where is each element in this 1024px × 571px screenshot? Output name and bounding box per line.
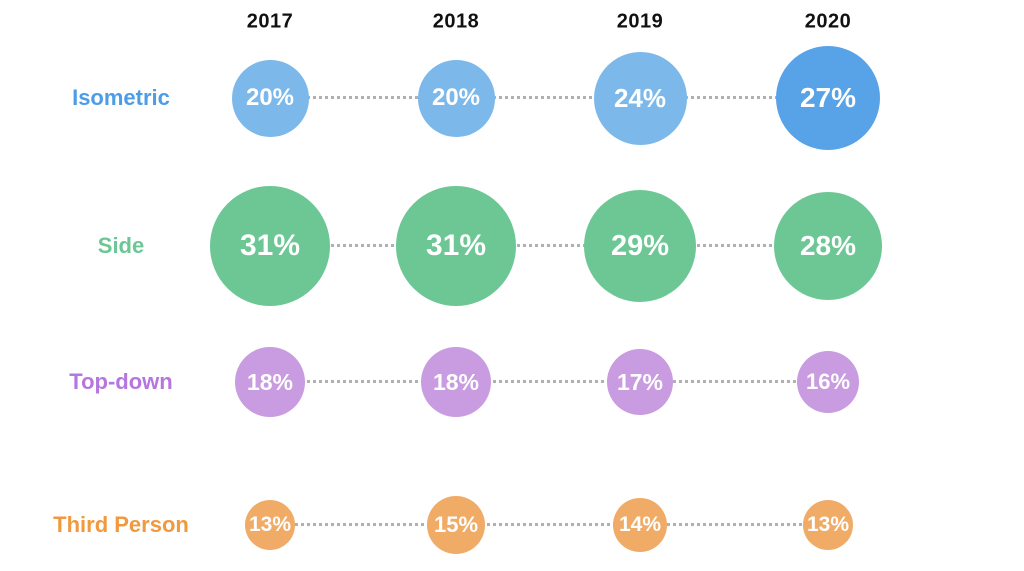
bubble-third-person-2019: 14% — [613, 498, 667, 552]
bubble-isometric-2018: 20% — [417, 59, 495, 137]
bubble-top-down-2020: 16% — [797, 351, 859, 413]
bubble-value-third-person-2020: 13% — [806, 513, 850, 536]
connector-line-isometric — [270, 96, 828, 99]
bubble-value-side-2017: 31% — [239, 229, 301, 262]
year-header-2018: 2018 — [432, 10, 480, 33]
connector-line-third-person — [270, 523, 828, 526]
bubble-value-isometric-2020: 27% — [799, 82, 857, 113]
year-header-2017: 2017 — [246, 10, 294, 33]
bubble-third-person-2017: 13% — [245, 500, 295, 550]
year-header-2019: 2019 — [616, 10, 664, 33]
year-header-2020: 2020 — [804, 10, 852, 33]
bubble-top-down-2017: 18% — [235, 347, 305, 417]
bubble-value-side-2019: 29% — [610, 229, 670, 262]
connector-line-side — [270, 244, 828, 247]
bubble-side-2019: 29% — [584, 190, 696, 302]
bubble-isometric-2017: 20% — [231, 59, 309, 137]
connector-line-top-down — [270, 380, 828, 383]
bubble-value-isometric-2019: 24% — [613, 82, 667, 113]
bubble-value-top-down-2020: 16% — [805, 369, 851, 394]
bubble-side-2018: 31% — [396, 186, 516, 306]
row-label-top-down: Top-down — [69, 369, 173, 394]
bubble-side-2020: 28% — [774, 192, 882, 300]
bubble-value-top-down-2019: 17% — [616, 368, 664, 395]
bubble-isometric-2020: 27% — [776, 46, 880, 150]
bubble-value-side-2018: 31% — [425, 229, 487, 262]
row-label-third-person: Third Person — [53, 512, 189, 537]
row-label-isometric: Isometric — [72, 85, 170, 110]
bubble-value-isometric-2018: 20% — [431, 84, 481, 111]
bubble-value-third-person-2017: 13% — [248, 513, 292, 536]
bubble-third-person-2018: 15% — [427, 496, 485, 554]
bubble-value-top-down-2018: 18% — [432, 368, 480, 395]
bubble-value-isometric-2017: 20% — [245, 84, 295, 111]
row-label-side: Side — [97, 233, 145, 258]
bubble-value-third-person-2018: 15% — [433, 512, 479, 537]
bubble-top-down-2019: 17% — [607, 349, 673, 415]
bubble-value-side-2020: 28% — [799, 230, 857, 261]
bubble-side-2017: 31% — [210, 186, 330, 306]
bubble-third-person-2020: 13% — [803, 500, 853, 550]
bubble-value-third-person-2019: 14% — [618, 513, 662, 536]
bubble-top-down-2018: 18% — [421, 347, 491, 417]
bubble-isometric-2019: 24% — [593, 51, 687, 145]
bubble-value-top-down-2017: 18% — [246, 368, 294, 395]
